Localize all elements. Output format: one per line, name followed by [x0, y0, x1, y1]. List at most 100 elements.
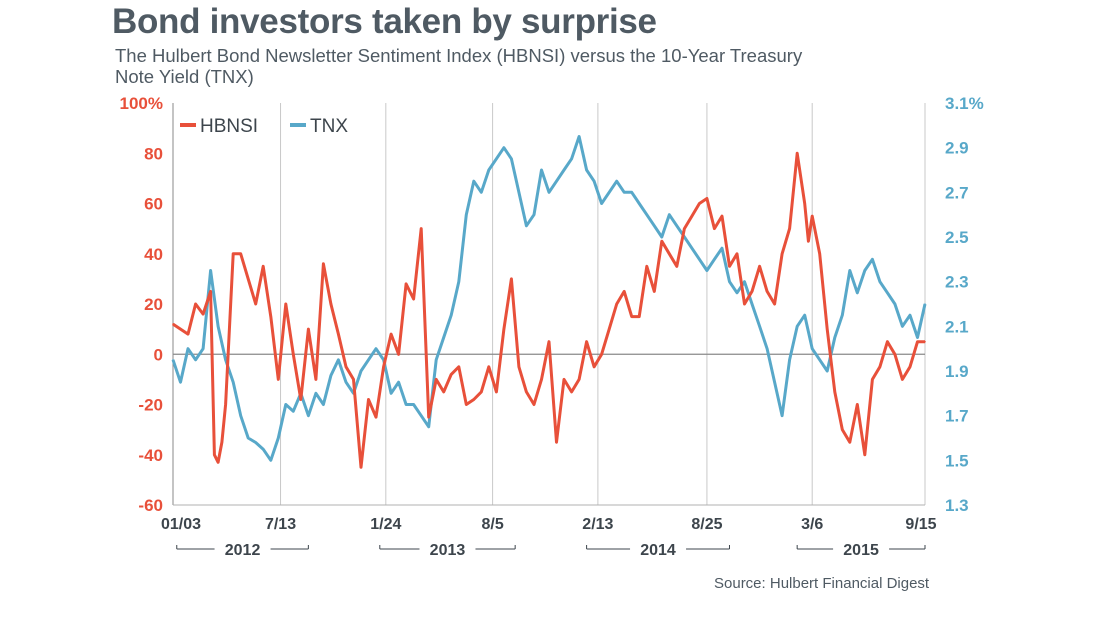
tnx-point — [713, 258, 716, 261]
left-tick-label: 100% — [120, 94, 163, 113]
tnx-point — [886, 292, 889, 294]
tnx-point — [322, 403, 325, 406]
left-tick-label: -60 — [138, 496, 163, 515]
right-tick-label: 2.7 — [945, 183, 969, 202]
left-axis-ticks: 100% 80 60 40 20 0 -20 -40 -60 — [120, 94, 163, 515]
hbnsi-point — [668, 253, 671, 255]
x-axis-ticks: 01/03 7/13 1/24 8/5 2/13 8/25 3/6 9/15 — [161, 516, 937, 533]
tnx-point — [518, 191, 520, 194]
tnx-point — [315, 392, 317, 395]
tnx-point — [209, 269, 212, 272]
hbnsi-point — [841, 428, 844, 431]
tnx-point — [555, 180, 558, 182]
hbnsi-point — [818, 253, 821, 255]
hbnsi-point — [254, 303, 257, 305]
tnx-point — [277, 437, 280, 439]
hbnsi-point — [879, 366, 881, 368]
hbnsi-point — [510, 278, 513, 280]
hbnsi-point — [420, 227, 423, 230]
year-label: 2014 — [640, 542, 676, 559]
hbnsi-point — [533, 403, 535, 406]
hbnsi-point — [856, 403, 859, 406]
hbnsi-point — [187, 333, 189, 335]
tnx-point — [803, 314, 806, 317]
tnx-point — [570, 158, 573, 160]
hbnsi-point — [894, 353, 896, 356]
hbnsi-point — [540, 378, 543, 381]
hbnsi-point — [646, 265, 648, 268]
hbnsi-point — [834, 391, 836, 393]
hbnsi-point — [367, 398, 370, 401]
hbnsi-series-line — [172, 151, 925, 469]
tnx-point — [668, 213, 671, 216]
tnx-point — [473, 180, 475, 182]
hbnsi-point — [435, 378, 438, 381]
tnx-point — [194, 359, 197, 361]
hbnsi-point — [916, 340, 919, 343]
grid-lines — [280, 103, 926, 505]
x-tick-label: 7/13 — [265, 516, 296, 533]
hbnsi-point — [495, 391, 498, 393]
hbnsi-point — [766, 290, 768, 293]
legend-label: HBNSI — [200, 116, 258, 137]
hbnsi-point — [337, 333, 340, 335]
hbnsi-point — [803, 202, 806, 205]
left-tick-label: 40 — [144, 245, 163, 264]
tnx-point — [442, 336, 445, 339]
hbnsi-point — [525, 391, 528, 393]
hbnsi-point — [360, 466, 362, 469]
source-note: Source: Hulbert Financial Digest — [714, 575, 930, 592]
hbnsi-point — [277, 378, 280, 381]
x-tick-label: 9/15 — [905, 516, 936, 533]
hbnsi-point — [382, 366, 385, 368]
hbnsi-point — [570, 391, 573, 393]
hbnsi-point — [901, 378, 904, 381]
tnx-point — [488, 169, 490, 171]
hbnsi-point — [518, 366, 520, 368]
hbnsi-point — [623, 290, 625, 293]
tnx-point — [503, 146, 505, 149]
tnx-point — [924, 303, 926, 305]
x-tick-label: 2/13 — [582, 516, 613, 533]
tnx-point — [818, 359, 821, 361]
hbnsi-point — [849, 441, 851, 444]
hbnsi-point — [217, 461, 219, 464]
hbnsi-point — [221, 441, 223, 444]
tnx-point — [698, 258, 701, 261]
hbnsi-point — [781, 253, 783, 255]
tnx-point — [172, 359, 174, 361]
hbnsi-point — [224, 403, 227, 406]
tnx-point — [262, 448, 265, 451]
hbnsi-point — [390, 333, 392, 335]
x-tick-label: 1/24 — [370, 516, 401, 533]
hbnsi-point — [811, 215, 813, 217]
tnx-point — [420, 414, 423, 417]
right-tick-label: 1.3 — [945, 496, 969, 515]
hbnsi-point — [807, 240, 810, 242]
tnx-point — [743, 280, 746, 283]
hbnsi-point — [736, 253, 738, 255]
tnx-point — [849, 269, 851, 272]
tnx-point — [202, 347, 204, 350]
tnx-point — [292, 410, 295, 413]
legend-label: TNX — [310, 116, 348, 137]
hbnsi-point — [315, 378, 317, 381]
hbnsi-point — [630, 315, 633, 318]
tnx-point — [773, 381, 776, 384]
hbnsi-point — [548, 340, 550, 343]
x-tick-label: 01/03 — [161, 516, 201, 533]
hbnsi-point — [503, 328, 505, 330]
hbnsi-point — [322, 263, 325, 265]
tnx-point — [901, 325, 904, 328]
tnx-point — [623, 191, 625, 194]
tnx-point — [578, 135, 580, 138]
hbnsi-point — [578, 378, 580, 381]
hbnsi-point — [886, 340, 889, 343]
tnx-point — [796, 325, 798, 328]
tnx-point — [254, 441, 257, 444]
tnx-point — [909, 314, 911, 317]
tnx-point — [450, 314, 453, 317]
tnx-point — [593, 180, 595, 182]
hbnsi-point — [465, 403, 468, 406]
tnx-point — [653, 225, 656, 227]
